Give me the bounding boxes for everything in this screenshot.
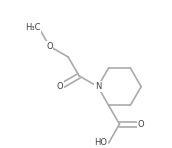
- Text: O: O: [57, 82, 64, 91]
- Text: HO: HO: [94, 138, 107, 147]
- Text: H₃C: H₃C: [25, 23, 41, 32]
- Text: N: N: [95, 82, 101, 91]
- Text: O: O: [138, 120, 144, 129]
- Text: O: O: [46, 42, 53, 51]
